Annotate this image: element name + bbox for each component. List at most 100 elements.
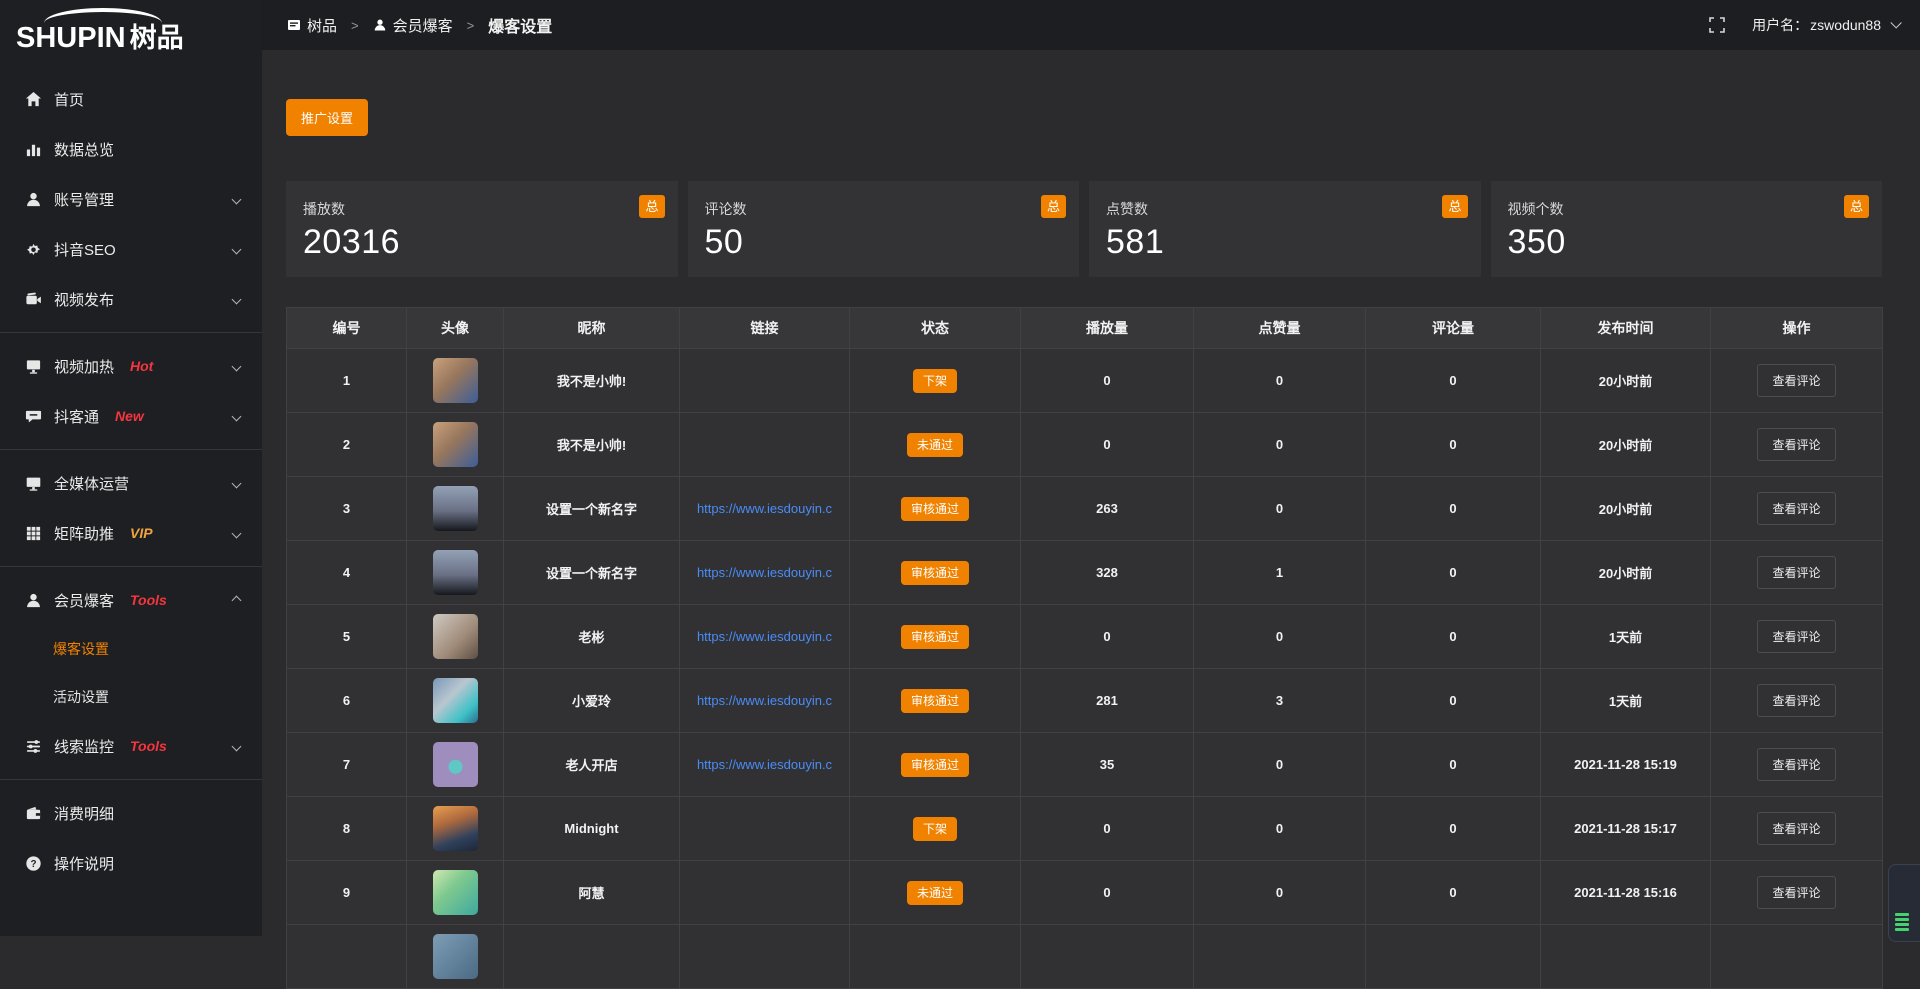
cell-plays: 328	[1021, 541, 1194, 605]
cell-link: https://www.iesdouyin.c	[680, 669, 850, 733]
cell-avatar	[407, 605, 504, 669]
avatar[interactable]	[433, 806, 478, 851]
cell-comments	[1366, 925, 1541, 989]
cell-likes: 0	[1194, 413, 1366, 477]
view-comments-button[interactable]: 查看评论	[1757, 684, 1835, 717]
cell-id: 1	[287, 349, 407, 413]
cell-time: 2021-11-28 15:16	[1541, 861, 1711, 925]
view-comments-button[interactable]: 查看评论	[1757, 428, 1835, 461]
sidebar-item-操作说明[interactable]: ?操作说明	[0, 838, 262, 888]
avatar[interactable]	[433, 422, 478, 467]
status-badge[interactable]: 审核通过	[901, 689, 969, 713]
cell-plays: 35	[1021, 733, 1194, 797]
cell-id: 2	[287, 413, 407, 477]
table-row	[287, 925, 1883, 989]
sidebar-item-label: 全媒体运营	[54, 473, 129, 494]
cell-plays: 281	[1021, 669, 1194, 733]
status-badge[interactable]: 审核通过	[901, 753, 969, 777]
avatar[interactable]	[433, 358, 478, 403]
svg-text:?: ?	[30, 858, 36, 869]
cell-actions: 查看评论	[1711, 349, 1883, 413]
video-link[interactable]: https://www.iesdouyin.c	[697, 629, 832, 644]
status-badge[interactable]: 审核通过	[901, 625, 969, 649]
cell-status: 审核通过	[850, 733, 1021, 797]
sidebar-item-视频发布[interactable]: 视频发布	[0, 274, 262, 324]
avatar[interactable]	[433, 934, 478, 979]
avatar[interactable]	[433, 614, 478, 659]
person-icon	[373, 18, 387, 32]
cell-comments: 0	[1366, 605, 1541, 669]
view-comments-button[interactable]: 查看评论	[1757, 364, 1835, 397]
column-header-发布时间: 发布时间	[1541, 308, 1711, 349]
status-badge[interactable]: 审核通过	[901, 497, 969, 521]
breadcrumb-item[interactable]: 会员爆客	[373, 15, 453, 36]
chevron-down-icon	[232, 361, 242, 371]
user-menu[interactable]: 用户名： zswodun88	[1752, 15, 1898, 35]
status-badge[interactable]: 审核通过	[901, 561, 969, 585]
cell-status: 审核通过	[850, 541, 1021, 605]
avatar[interactable]	[433, 742, 478, 787]
column-header-昵称: 昵称	[504, 308, 680, 349]
stat-card-value: 50	[705, 223, 1066, 262]
cell-plays: 0	[1021, 861, 1194, 925]
chat-icon	[25, 408, 42, 425]
cell-actions: 查看评论	[1711, 413, 1883, 477]
video-link[interactable]: https://www.iesdouyin.c	[697, 565, 832, 580]
avatar[interactable]	[433, 678, 478, 723]
sidebar-item-label: 抖音SEO	[54, 239, 116, 260]
total-badge[interactable]: 总	[1041, 195, 1066, 218]
total-badge[interactable]: 总	[1442, 195, 1467, 218]
floating-widget[interactable]	[1888, 864, 1920, 942]
cell-nickname: 小爱玲	[504, 669, 680, 733]
status-badge[interactable]: 下架	[913, 817, 957, 841]
sidebar-subitem-活动设置[interactable]: 活动设置	[0, 673, 262, 721]
view-comments-button[interactable]: 查看评论	[1757, 620, 1835, 653]
sidebar-item-消费明细[interactable]: 消费明细	[0, 788, 262, 838]
status-badge[interactable]: 未通过	[907, 881, 963, 905]
video-link[interactable]: https://www.iesdouyin.c	[697, 757, 832, 772]
sidebar-item-数据总览[interactable]: 数据总览	[0, 124, 262, 174]
status-badge[interactable]: 下架	[913, 369, 957, 393]
cell-time: 1天前	[1541, 669, 1711, 733]
status-badge[interactable]: 未通过	[907, 433, 963, 457]
video-link[interactable]: https://www.iesdouyin.c	[697, 693, 832, 708]
sidebar-item-抖音SEO[interactable]: 抖音SEO	[0, 224, 262, 274]
sidebar-item-首页[interactable]: 首页	[0, 74, 262, 124]
sidebar-item-账号管理[interactable]: 账号管理	[0, 174, 262, 224]
avatar[interactable]	[433, 870, 478, 915]
avatar[interactable]	[433, 550, 478, 595]
breadcrumb-item[interactable]: 爆客设置	[488, 13, 552, 37]
sidebar-item-全媒体运营[interactable]: 全媒体运营	[0, 458, 262, 508]
username-label: 用户名：	[1752, 15, 1808, 35]
view-comments-button[interactable]: 查看评论	[1757, 876, 1835, 909]
fullscreen-icon[interactable]	[1708, 16, 1726, 34]
view-comments-button[interactable]: 查看评论	[1757, 812, 1835, 845]
cell-likes: 0	[1194, 605, 1366, 669]
view-comments-button[interactable]: 查看评论	[1757, 748, 1835, 781]
view-comments-button[interactable]: 查看评论	[1757, 492, 1835, 525]
sidebar-subitem-爆客设置[interactable]: 爆客设置	[0, 625, 262, 673]
total-badge[interactable]: 总	[639, 195, 664, 218]
view-comments-button[interactable]: 查看评论	[1757, 556, 1835, 589]
cell-status: 审核通过	[850, 477, 1021, 541]
video-link[interactable]: https://www.iesdouyin.c	[697, 501, 832, 516]
column-header-点赞量: 点赞量	[1194, 308, 1366, 349]
avatar[interactable]	[433, 486, 478, 531]
promo-settings-button[interactable]: 推广设置	[286, 99, 368, 136]
grid-icon	[25, 525, 42, 542]
total-badge[interactable]: 总	[1844, 195, 1869, 218]
signal-bars-icon	[1895, 911, 1909, 931]
breadcrumb-item[interactable]: 树品	[287, 15, 337, 36]
sidebar-item-label: 线索监控	[54, 736, 114, 757]
cell-status: 审核通过	[850, 605, 1021, 669]
monitor-icon	[25, 358, 42, 375]
